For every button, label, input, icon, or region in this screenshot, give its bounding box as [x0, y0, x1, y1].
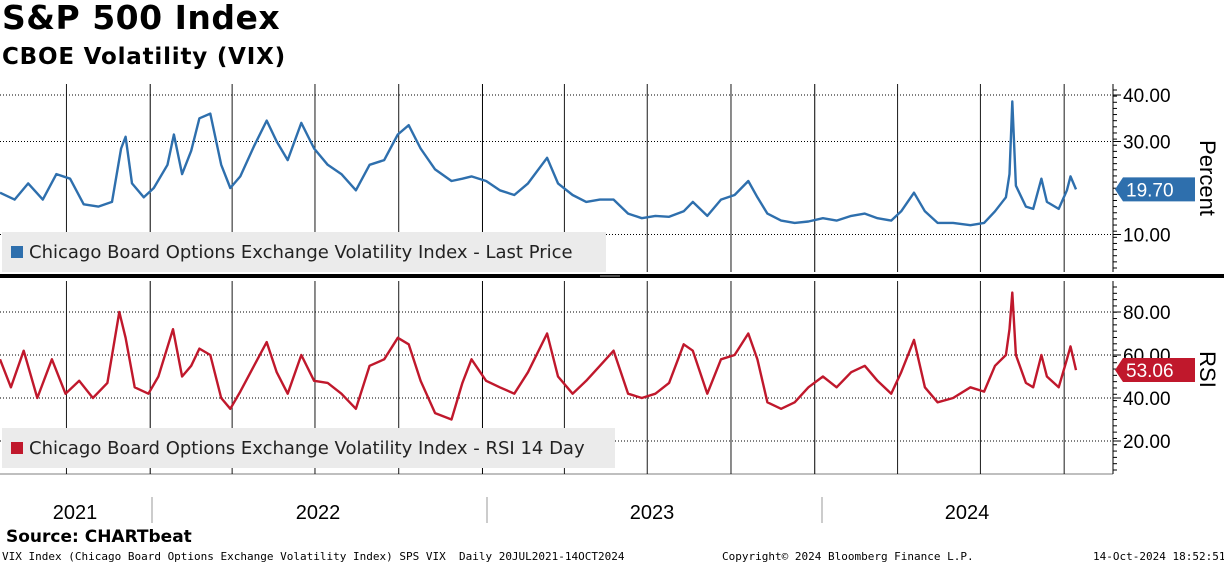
last-value-tag	[1115, 358, 1195, 383]
y-tick-label: 80.00	[1123, 303, 1171, 324]
legend-label: Chicago Board Options Exchange Volatilit…	[29, 242, 573, 263]
vix-price-line	[0, 100, 1078, 227]
y-axis-label-rsi: RSI	[1195, 351, 1220, 388]
y-tick-label: 30.00	[1123, 133, 1171, 154]
legend-box	[2, 428, 615, 468]
last-value-label: 19.70	[1126, 180, 1174, 201]
last-value-tag	[1115, 177, 1195, 202]
x-year-label: 2023	[630, 502, 675, 524]
legend-label: Chicago Board Options Exchange Volatilit…	[29, 438, 585, 459]
x-year-label: 2024	[945, 502, 990, 524]
x-year-label: 2021	[53, 502, 98, 524]
x-year-label: 2022	[296, 502, 341, 524]
y-tick-label: 40.00	[1123, 389, 1171, 410]
y-tick-label: 20.00	[1123, 432, 1171, 453]
source-note: Source: CHARTbeat	[6, 527, 192, 547]
chart-subtitle: CBOE Volatility (VIX)	[2, 44, 286, 70]
legend-swatch	[11, 246, 23, 258]
legend-box	[2, 232, 606, 272]
y-axis-label-percent: Percent	[1195, 140, 1220, 216]
footer-security-info: VIX Index (Chicago Board Options Exchang…	[2, 550, 625, 563]
footer-timestamp: 14-Oct-2024 18:52:51	[1093, 550, 1224, 563]
y-tick-label: 40.00	[1123, 86, 1171, 107]
y-tick-label: 10.00	[1123, 226, 1171, 247]
last-value-label: 53.06	[1126, 361, 1174, 382]
footer-copyright: Copyright© 2024 Bloomberg Finance L.P.	[722, 550, 974, 563]
chart-title: S&P 500 Index	[2, 0, 281, 37]
legend-swatch	[11, 442, 23, 454]
